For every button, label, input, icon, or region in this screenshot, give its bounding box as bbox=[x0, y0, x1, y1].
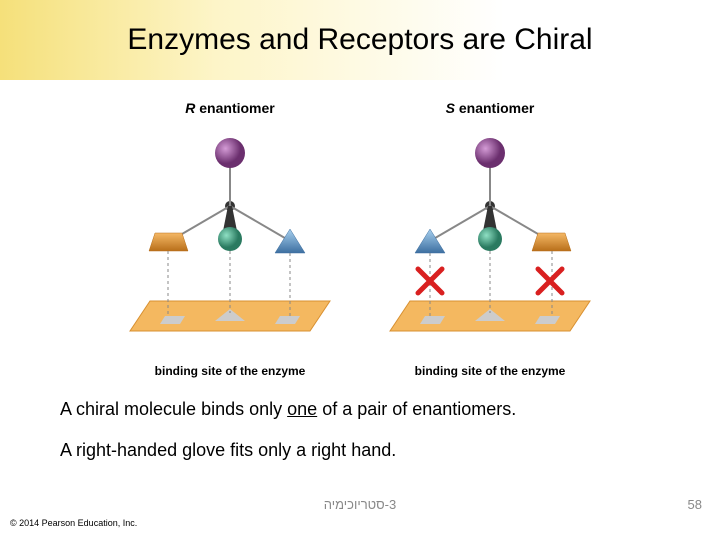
r-binding-label: binding site of the enzyme bbox=[110, 364, 350, 378]
text-line-2: A right-handed glove fits only a right h… bbox=[60, 439, 720, 462]
r-enantiomer-svg bbox=[110, 121, 350, 361]
page-title: Enzymes and Receptors are Chiral bbox=[127, 23, 592, 57]
footer-center: 3-סטריוכימיה bbox=[0, 497, 720, 512]
page-number: 58 bbox=[688, 497, 702, 512]
diagram: R enantiomer bbox=[100, 100, 620, 380]
copyright: © 2014 Pearson Education, Inc. bbox=[10, 518, 137, 528]
s-binding-label: binding site of the enzyme bbox=[370, 364, 610, 378]
r-enantiomer-panel: R enantiomer bbox=[110, 100, 350, 380]
s-label: S enantiomer bbox=[370, 100, 610, 116]
s-enantiomer-panel: S enantiomer bbox=[370, 100, 610, 380]
text-line-1: A chiral molecule binds only one of a pa… bbox=[60, 398, 720, 421]
title-bar: Enzymes and Receptors are Chiral bbox=[0, 0, 720, 80]
r-label: R enantiomer bbox=[110, 100, 350, 116]
s-enantiomer-svg bbox=[370, 121, 610, 361]
